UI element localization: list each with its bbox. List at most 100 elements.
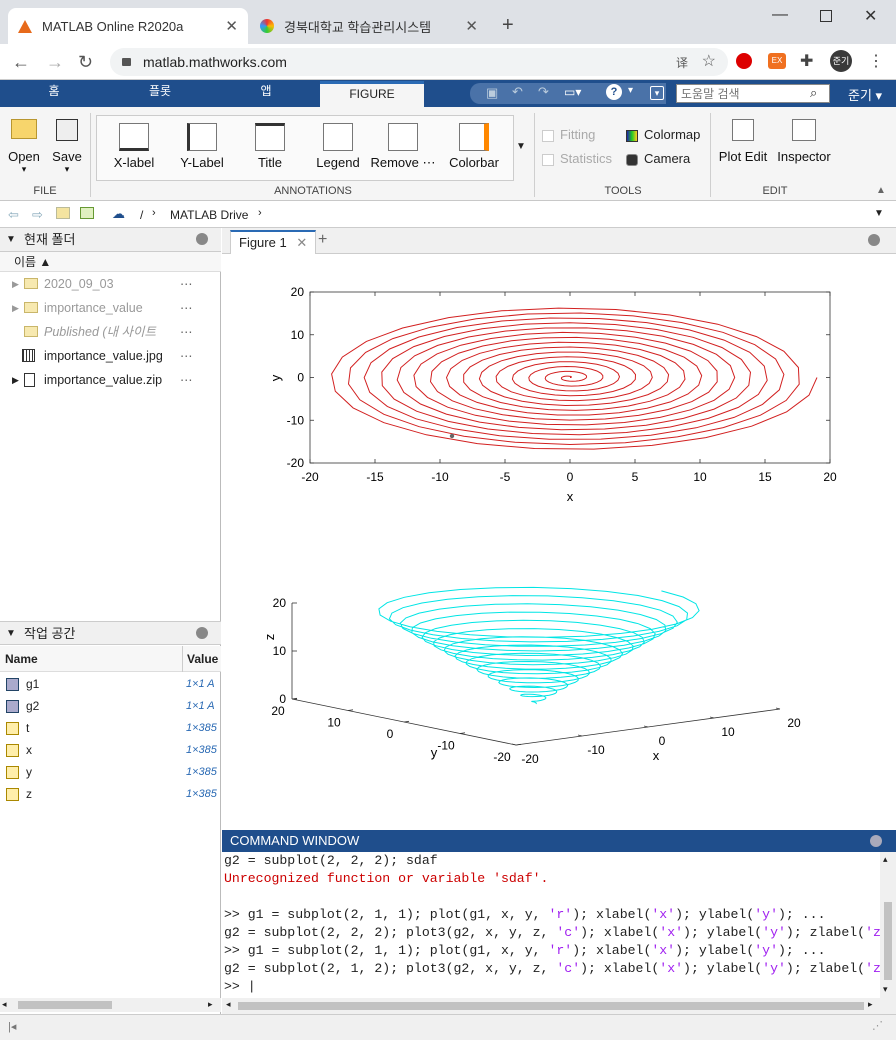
puzzle-extensions-icon[interactable]: ✚ <box>800 53 814 70</box>
profile-avatar[interactable]: 준기 <box>830 50 852 72</box>
table-row[interactable]: z 1×385 <box>0 783 221 805</box>
inspector-button[interactable]: Inspector <box>774 119 834 164</box>
table-row[interactable]: t 1×385 <box>0 717 221 739</box>
statistics-button[interactable]: Statistics <box>542 151 612 166</box>
close-window-icon[interactable]: ✕ <box>864 8 878 25</box>
plot-edit-button[interactable]: Plot Edit <box>716 119 770 164</box>
more-actions-icon[interactable]: ⋯ <box>180 325 193 339</box>
help-dropdown-icon[interactable]: ▾ <box>628 85 634 96</box>
save-quick-icon[interactable]: ▣ <box>486 85 499 100</box>
scrollbar-thumb[interactable] <box>884 902 892 980</box>
tab-apps[interactable]: 앱 <box>260 84 272 98</box>
panel-menu-icon[interactable] <box>196 233 208 245</box>
panel-menu-icon[interactable] <box>196 627 208 639</box>
translate-icon[interactable]: 译 <box>675 56 688 70</box>
camera-button[interactable]: Camera <box>626 151 690 166</box>
back-icon[interactable]: ← <box>12 52 30 72</box>
search-icon[interactable]: ⌕ <box>810 85 818 100</box>
new-tab-icon[interactable]: + <box>502 14 514 36</box>
add-figure-icon[interactable]: + <box>318 231 328 248</box>
value-column-header[interactable]: Value <box>182 646 218 672</box>
current-folder-header[interactable]: ▼ 현재 폴더 <box>0 228 221 252</box>
user-menu[interactable]: 준기 ▾ <box>848 88 883 103</box>
undo-icon[interactable]: ↶ <box>512 84 523 99</box>
list-item[interactable]: ▶ 2020_09_03 ⋯ <box>0 272 221 296</box>
help-icon[interactable]: ? <box>606 84 622 100</box>
horizontal-scrollbar[interactable]: ◂ ▸ <box>0 998 221 1012</box>
colormap-button[interactable]: Colormap <box>626 127 700 142</box>
address-bar[interactable]: matlab.mathworks.com 译 ☆ <box>110 48 728 76</box>
figure-canvas[interactable]: -20 -15 -10 -5 0 5 10 15 20 20 10 0 -10 -20 x y 20 10 0… <box>222 254 896 828</box>
forward-folder-icon[interactable]: ⇨ <box>32 207 43 222</box>
scroll-down-icon[interactable]: ▾ <box>883 984 888 994</box>
browser-menu-icon[interactable]: ⋮ <box>868 53 884 70</box>
cloud-drive-icon[interactable]: ☁ <box>112 206 125 221</box>
browser-tab-knu[interactable]: 경북대학교 학습관리시스템 ✕ <box>250 8 488 44</box>
close-tab-icon[interactable]: ✕ <box>225 18 238 35</box>
fitting-button[interactable]: Fitting <box>542 127 595 142</box>
expand-icon[interactable]: ▶ <box>12 303 19 313</box>
back-folder-icon[interactable]: ⇦ <box>8 207 19 222</box>
xlabel-button[interactable]: X-label <box>106 123 162 170</box>
name-column-header[interactable]: Name <box>5 652 38 666</box>
tab-figure-1[interactable]: Figure 1 ✕ <box>230 230 317 254</box>
path-dropdown-icon[interactable]: ▼ <box>874 208 884 219</box>
help-search-input[interactable] <box>676 84 830 103</box>
browse-folder-icon[interactable] <box>80 207 94 219</box>
minimize-icon[interactable]: — <box>772 6 788 23</box>
maximize-icon[interactable] <box>820 10 832 22</box>
collapse-ribbon-icon[interactable]: ▲ <box>876 185 886 196</box>
panel-menu-icon[interactable] <box>870 835 882 847</box>
remove-button[interactable]: Remove ⋯ <box>368 123 438 171</box>
workspace-header[interactable]: ▼ 작업 공간 <box>0 621 221 645</box>
adblock-extension-icon[interactable] <box>736 53 752 69</box>
list-item[interactable]: ▶ importance_value ⋯ <box>0 296 221 320</box>
collapse-triangle-icon[interactable]: ▼ <box>6 234 16 245</box>
forward-icon[interactable]: → <box>46 52 64 72</box>
colorbar-button[interactable]: Colorbar <box>446 123 502 170</box>
table-row[interactable]: y 1×385 <box>0 761 221 783</box>
scroll-right-icon[interactable]: ▸ <box>208 999 213 1009</box>
expand-icon[interactable]: ▶ <box>12 279 19 289</box>
scroll-left-icon[interactable]: ◂ <box>226 999 231 1009</box>
star-icon[interactable]: ☆ <box>701 53 716 70</box>
tab-plots[interactable]: 플롯 <box>148 84 172 98</box>
title-button[interactable]: Title <box>242 123 298 170</box>
more-actions-icon[interactable]: ⋯ <box>180 301 193 315</box>
collapse-icon[interactable]: ▾ <box>650 86 664 100</box>
axes-2d[interactable]: -20 -15 -10 -5 0 5 10 15 20 20 10 0 -10 -20 x y <box>268 285 837 504</box>
browser-tab-matlab[interactable]: MATLAB Online R2020a ✕ <box>8 8 248 44</box>
path-folder[interactable]: MATLAB Drive <box>170 208 249 222</box>
scrollbar-thumb[interactable] <box>18 1001 112 1009</box>
up-folder-icon[interactable] <box>56 207 70 219</box>
expand-icon[interactable]: ▶ <box>12 375 19 385</box>
open-button[interactable]: Open ▾ <box>6 119 42 175</box>
redo-icon[interactable]: ↷ <box>538 84 549 99</box>
tab-home[interactable]: 홈 <box>48 84 60 98</box>
vertical-scrollbar[interactable]: ▴ ▾ <box>880 852 896 998</box>
tab-figure[interactable]: FIGURE <box>320 81 424 107</box>
table-row[interactable]: g1 1×1 A <box>0 673 221 695</box>
command-window-output[interactable]: g2 = subplot(2, 2, 2); sdaf Unrecognized … <box>222 852 882 998</box>
gallery-expand-icon[interactable]: ▼ <box>516 141 526 152</box>
scroll-up-icon[interactable]: ▴ <box>883 854 888 864</box>
name-column-header[interactable]: 이름 ▲ <box>0 252 221 272</box>
more-actions-icon[interactable]: ⋯ <box>180 373 193 387</box>
close-tab-icon[interactable]: ✕ <box>465 18 478 35</box>
more-actions-icon[interactable]: ⋯ <box>180 277 193 291</box>
list-item[interactable]: importance_value.jpg ⋯ <box>0 344 221 368</box>
panel-menu-icon[interactable] <box>868 234 880 246</box>
scrollbar-thumb[interactable] <box>238 1002 864 1010</box>
chevron-right-icon[interactable]: › <box>258 207 262 219</box>
save-button[interactable]: Save ▾ <box>50 119 84 175</box>
table-row[interactable]: x 1×385 <box>0 739 221 761</box>
scroll-right-icon[interactable]: ▸ <box>868 999 873 1009</box>
more-actions-icon[interactable]: ⋯ <box>180 349 193 363</box>
list-item[interactable]: ▶ importance_value.zip ⋯ <box>0 368 221 392</box>
table-row[interactable]: g2 1×1 A <box>0 695 221 717</box>
collapse-triangle-icon[interactable]: ▼ <box>6 628 16 639</box>
legend-button[interactable]: Legend <box>310 123 366 170</box>
close-icon[interactable]: ✕ <box>296 235 308 250</box>
list-item[interactable]: Published (내 사이트 ⋯ <box>0 320 221 344</box>
